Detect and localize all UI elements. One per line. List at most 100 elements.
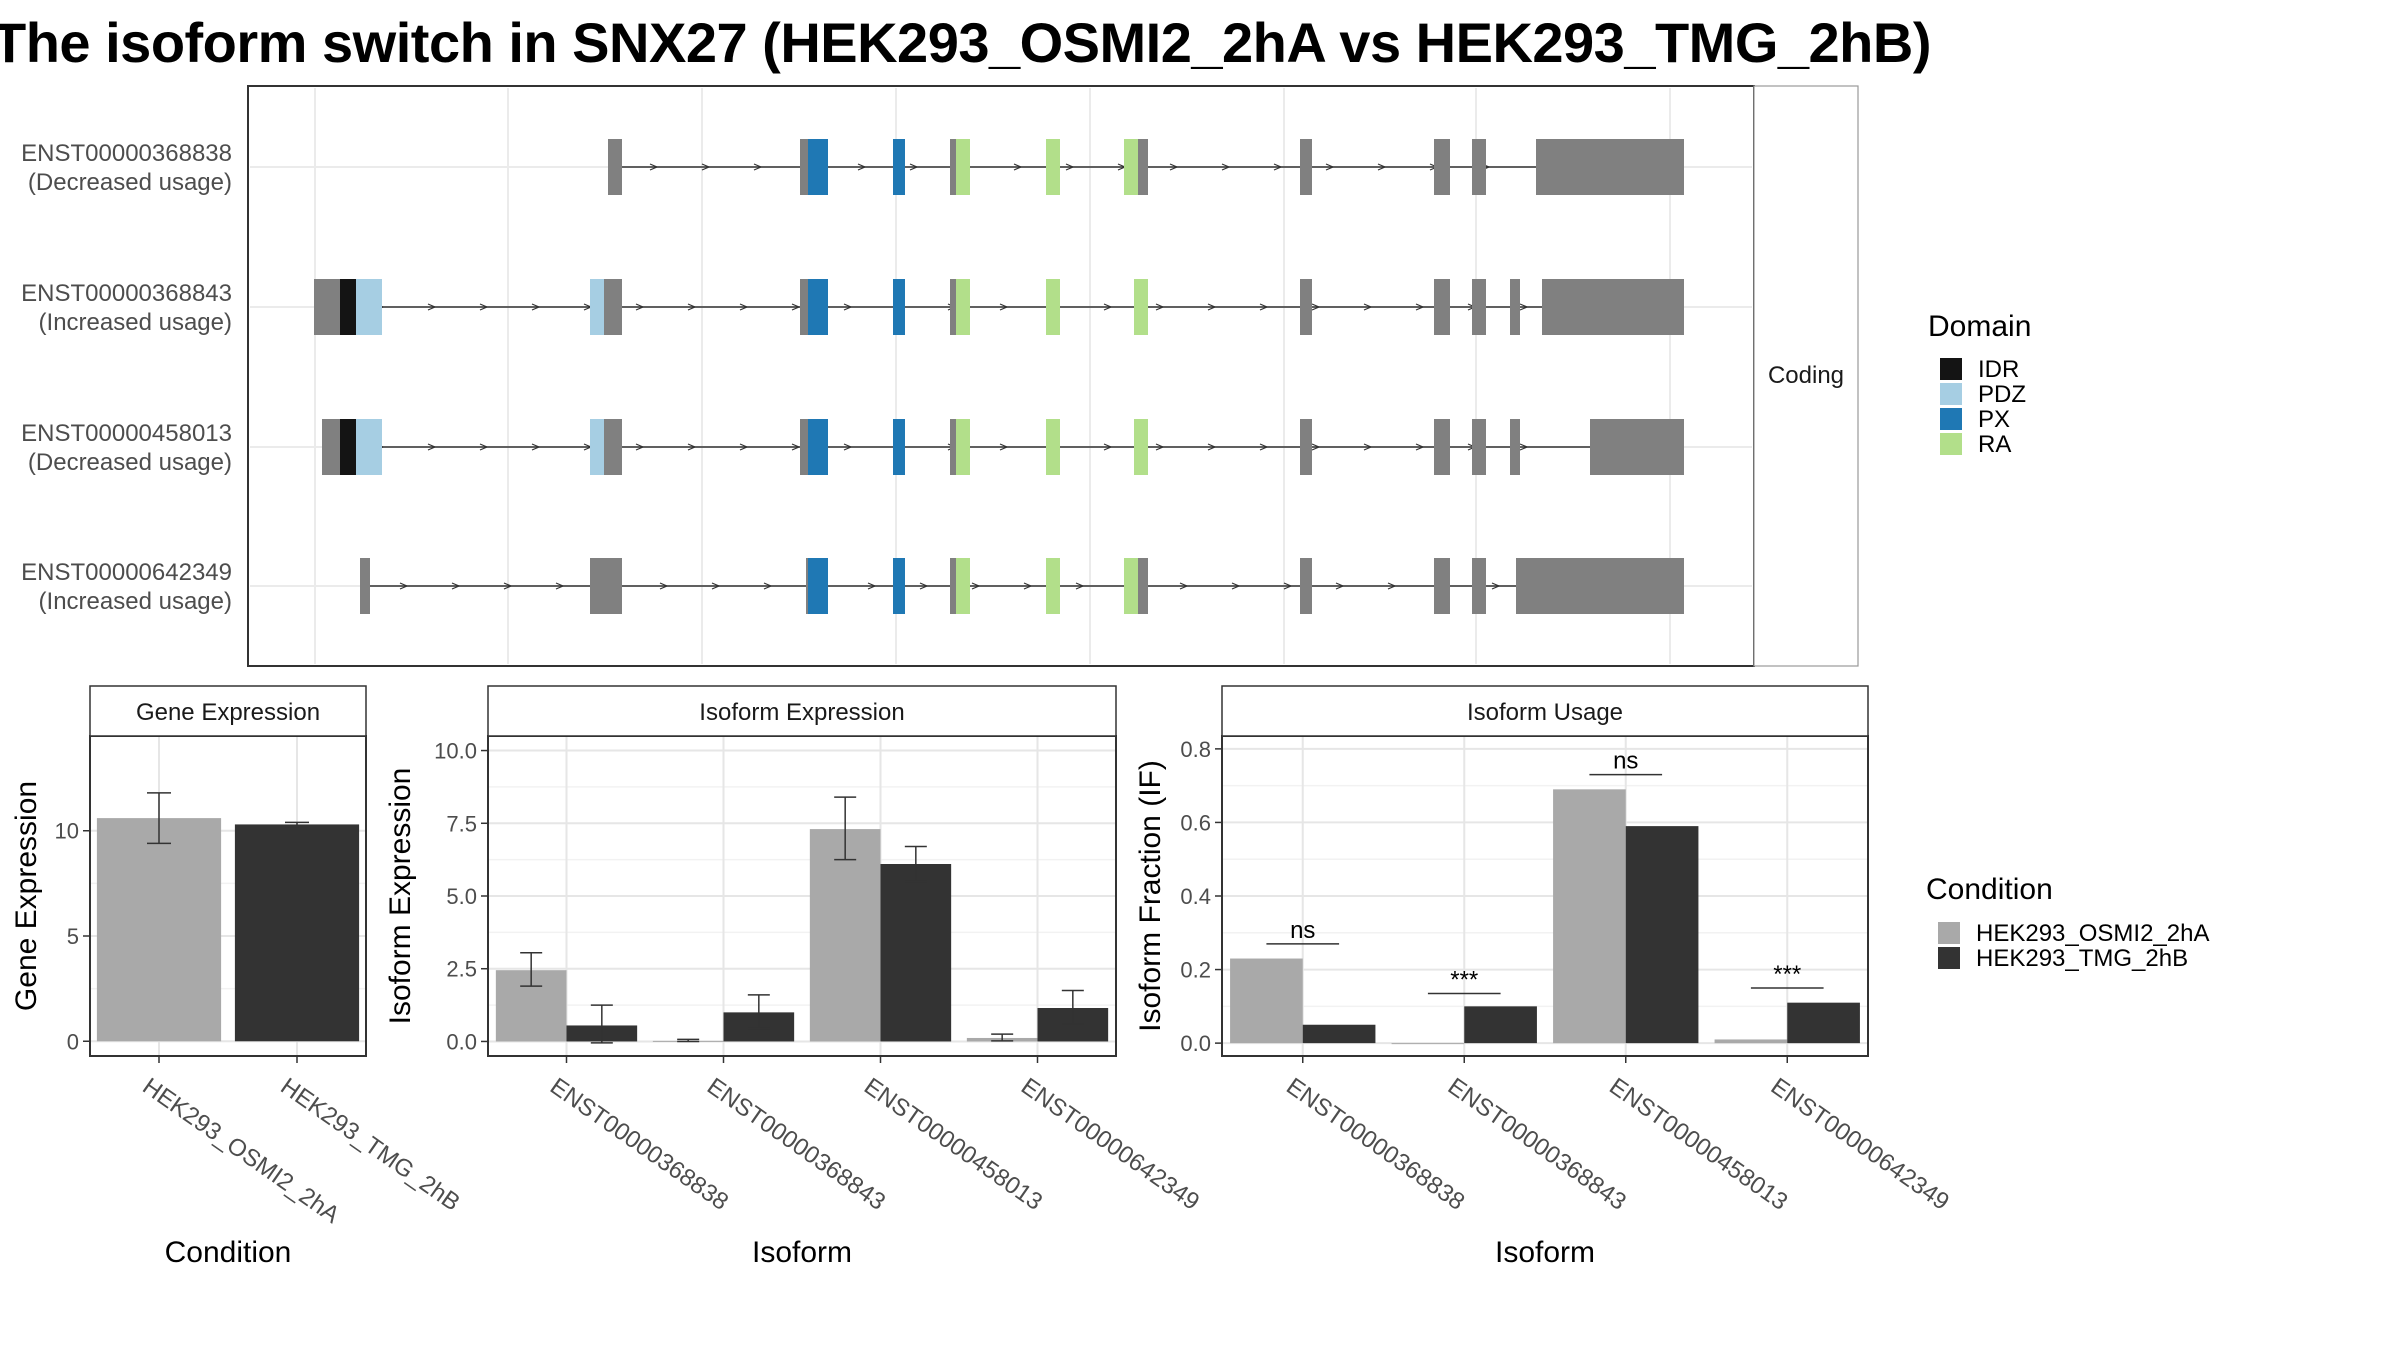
isoform-track-ENST00000458013: [322, 419, 1684, 475]
bar-HEK293_TMG_2hB-ENST00000368843: [1464, 1006, 1537, 1044]
y-tick-label: 0: [67, 1029, 79, 1054]
exon: [950, 279, 956, 335]
structure-isoforms: [314, 139, 1684, 614]
structure-panel: Coding ENST00000368838(Decreased usage)E…: [21, 85, 1859, 667]
intron-arrow: [1179, 582, 1189, 590]
intron-arrow: [1169, 163, 1179, 171]
intron-arrow: [711, 582, 721, 590]
y-tick-label: 0.0: [1180, 1031, 1211, 1056]
exon: [1300, 279, 1312, 335]
intron-arrow: [1283, 582, 1293, 590]
bar-HEK293_OSMI2_2hA-ENST00000458013: [809, 829, 881, 1042]
exon: [322, 419, 340, 475]
error-bar: [590, 1004, 613, 1044]
intron-arrow: [649, 163, 659, 171]
intron-arrow: [1103, 303, 1113, 311]
x-tick-label: ENST00000368843: [1443, 1073, 1631, 1216]
domain-legend-swatch-ra: [1940, 433, 1962, 455]
y-tick-label: 0.4: [1180, 884, 1211, 909]
domain-ra-exon: [1134, 279, 1148, 335]
intron-arrow: [843, 443, 853, 451]
exon: [800, 279, 808, 335]
y-tick-label: 5.0: [446, 884, 477, 909]
coding-strip: [1753, 85, 1859, 667]
y-tick-label: 2.5: [446, 957, 477, 982]
exon: [1472, 558, 1486, 614]
domain-ra-exon: [1046, 139, 1060, 195]
error-bar: [834, 796, 857, 861]
intron-arrow: [1075, 582, 1085, 590]
intron-arrow: [763, 582, 773, 590]
domain-legend-label: PDZ: [1978, 381, 2026, 408]
exon: [1300, 558, 1312, 614]
error-bar: [285, 821, 309, 828]
exon: [604, 279, 622, 335]
intron-arrow: [1325, 163, 1335, 171]
intron-arrow: [555, 582, 565, 590]
bar-HEK293_TMG_2hB-ENST00000458013: [880, 864, 952, 1042]
intron-arrow: [427, 443, 437, 451]
isoform-usage-label: (Decreased usage): [28, 169, 232, 196]
exon: [1554, 139, 1684, 195]
intron-arrow: [1207, 303, 1217, 311]
y-tick-label: 10.0: [434, 739, 477, 764]
panel-title: Isoform Usage: [1467, 699, 1623, 726]
domain-pdz-exon: [590, 419, 604, 475]
domain-px-exon: [893, 279, 905, 335]
panel-title: Gene Expression: [136, 699, 320, 726]
y-axis-label: Isoform Expression: [384, 768, 417, 1025]
coding-strip-label: Coding: [1768, 362, 1844, 389]
bar-HEK293_TMG_2hB-ENST00000368838: [1302, 1024, 1376, 1044]
y-axis-label: Gene Expression: [10, 781, 43, 1011]
isoform-id-label: ENST00000368843: [21, 280, 232, 307]
exon: [1516, 558, 1534, 614]
domain-legend-swatch-px: [1940, 408, 1962, 430]
bar-HEK293_OSMI2_2hA-ENST00000642349: [1714, 1039, 1788, 1044]
exon: [1548, 279, 1684, 335]
y-tick-label: 0.6: [1180, 810, 1211, 835]
domain-legend-label: IDR: [1978, 356, 2019, 383]
x-tick-label: ENST00000642349: [1766, 1073, 1954, 1216]
intron-arrow: [1259, 443, 1269, 451]
intron-arrow: [999, 303, 1009, 311]
exon: [1138, 139, 1148, 195]
bar-HEK293_TMG_2hB-ENST00000642349: [1787, 1002, 1860, 1044]
intron-arrow: [399, 582, 409, 590]
x-axis-label: Condition: [165, 1236, 292, 1269]
y-tick-label: 5: [67, 924, 79, 949]
isoform-track-ENST00000642349: [360, 558, 1684, 614]
intron-arrow: [739, 303, 749, 311]
domain-ra-exon: [956, 558, 970, 614]
bar-HEK293_TMG_2hB-ENST00000458013: [1625, 826, 1699, 1044]
y-tick-label: 0.0: [446, 1029, 477, 1054]
significance-annotation: ***: [1427, 966, 1501, 995]
exon: [1434, 558, 1450, 614]
intron-arrow: [531, 303, 541, 311]
intron-arrow: [503, 582, 513, 590]
main-title: The isoform switch in SNX27 (HEK293_OSMI…: [0, 11, 1931, 74]
intron-arrow: [1013, 163, 1023, 171]
intron-arrow: [909, 163, 919, 171]
intron-arrow: [687, 443, 697, 451]
exon: [1434, 419, 1450, 475]
isoform-track-ENST00000368838: [608, 139, 1684, 195]
bar-HEK293_OSMI2_2hA-ENST00000458013: [1553, 789, 1626, 1044]
y-axis-label: Isoform Fraction (IF): [1134, 760, 1167, 1032]
x-axis-label: Isoform: [752, 1236, 852, 1269]
bar-HEK293_OSMI2_2hA-ENST00000368843: [1391, 1043, 1465, 1045]
error-bar: [991, 1033, 1014, 1042]
domain-px-exon: [808, 558, 828, 614]
exon: [800, 419, 808, 475]
panel-title: Isoform Expression: [699, 699, 904, 726]
exon: [800, 139, 808, 195]
isoform-usage-panel: ns *** ns *** Isoform Usage 0.0 0.2 0.4 0.6 0.8 EN…: [1134, 685, 1954, 1269]
exon: [1472, 139, 1486, 195]
intron-arrow: [479, 443, 489, 451]
y-tick-label: 0.8: [1180, 737, 1211, 762]
domain-ra-exon: [1124, 139, 1138, 195]
significance-label: ns: [1613, 748, 1638, 775]
intron-arrow: [451, 582, 461, 590]
exon: [950, 419, 956, 475]
intron-arrow: [867, 582, 877, 590]
intron-arrow: [427, 303, 437, 311]
